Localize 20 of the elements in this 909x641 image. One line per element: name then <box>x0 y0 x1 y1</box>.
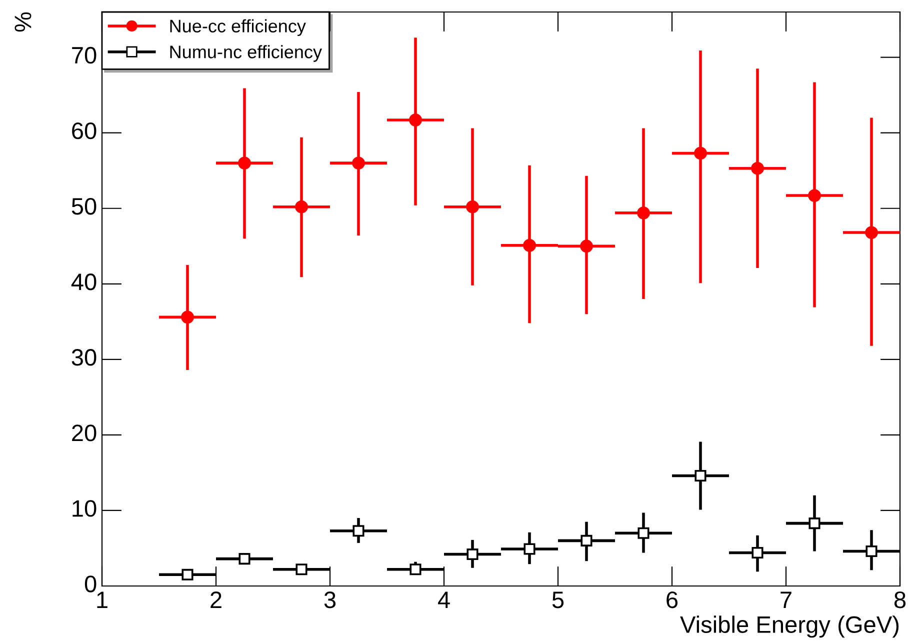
y-tick-label: 10 <box>72 500 96 517</box>
y-tick-label: 20 <box>72 424 96 442</box>
x-tick-label: 4 <box>438 592 450 608</box>
x-tick-label: 8 <box>894 591 906 608</box>
x-tick-label: 2 <box>210 591 222 608</box>
y-axis-title: % <box>14 12 32 32</box>
y-tick-label: 60 <box>72 122 96 140</box>
y-tick-label: 40 <box>71 274 96 290</box>
legend-label: Nue-cc efficiency <box>170 19 306 36</box>
x-tick-label: 5 <box>552 592 564 608</box>
x-axis-title: Visible Energy (GeV) <box>680 616 899 638</box>
y-tick-label: 0 <box>84 576 96 592</box>
y-tick-label: 70 <box>72 46 96 64</box>
x-tick-label: 7 <box>780 592 792 608</box>
x-tick-label: 3 <box>324 591 336 608</box>
y-tick-label: 30 <box>72 349 96 366</box>
y-tick-label: 50 <box>72 198 96 215</box>
x-tick-label: 6 <box>666 591 678 608</box>
legend-label: Numu-nc efficiency <box>170 45 322 62</box>
x-tick-label: 1 <box>97 592 108 608</box>
